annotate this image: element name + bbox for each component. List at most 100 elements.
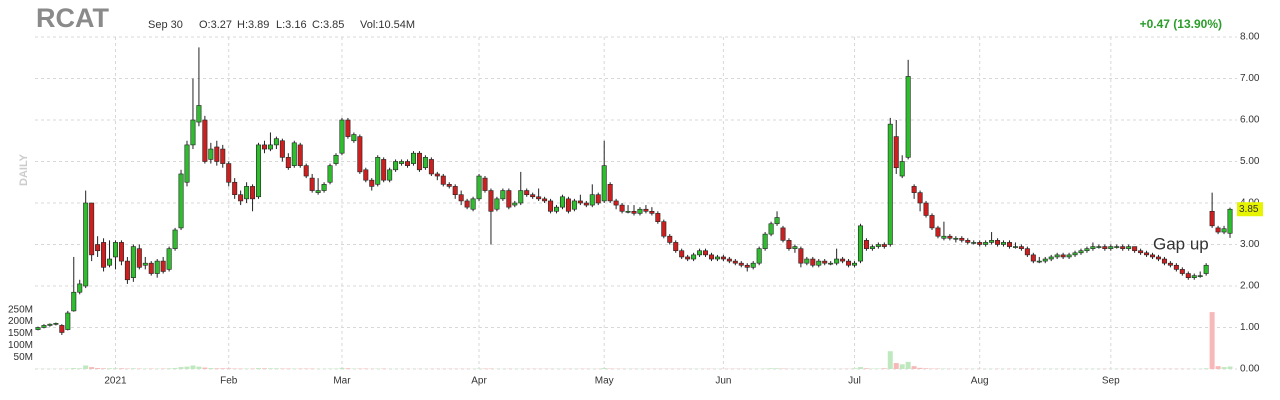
candle-body bbox=[554, 206, 560, 212]
candle-body bbox=[124, 260, 130, 281]
candle-body bbox=[416, 152, 422, 171]
candle-body bbox=[1114, 246, 1120, 248]
candle-body bbox=[77, 283, 83, 293]
candle-body bbox=[625, 211, 631, 213]
candle-body bbox=[1042, 258, 1048, 262]
candle-body bbox=[804, 258, 810, 264]
volume-bar bbox=[339, 367, 345, 369]
candle-body bbox=[375, 157, 381, 185]
volume-bar bbox=[1203, 368, 1209, 369]
candle-body bbox=[822, 260, 828, 264]
volume-bar bbox=[905, 361, 911, 369]
ticker: RCAT bbox=[36, 3, 109, 33]
candle-body bbox=[631, 211, 637, 214]
candle-body bbox=[190, 119, 196, 146]
candle-body bbox=[107, 258, 113, 266]
candle-body bbox=[691, 254, 697, 260]
candle-body bbox=[857, 225, 863, 262]
volume-bar bbox=[261, 368, 267, 369]
candle-body bbox=[1006, 242, 1012, 247]
candle-body bbox=[405, 161, 411, 166]
volume-tick-label: 200M bbox=[8, 316, 33, 327]
grid bbox=[35, 36, 1237, 370]
candle-body bbox=[971, 242, 977, 244]
candle-body bbox=[1155, 256, 1161, 260]
candle-body bbox=[89, 202, 95, 256]
candle-body bbox=[649, 211, 655, 214]
low: L:3.16 bbox=[276, 19, 307, 31]
candle-body bbox=[178, 173, 184, 229]
candle-body bbox=[285, 157, 291, 169]
candle-body bbox=[65, 312, 71, 330]
volume-bar bbox=[911, 366, 917, 369]
candle-body bbox=[273, 138, 279, 146]
candle-body bbox=[923, 202, 929, 216]
candle-body bbox=[774, 217, 780, 225]
candle-body bbox=[989, 240, 995, 243]
candle-body bbox=[1048, 256, 1054, 260]
y-tick-label: 8.00 bbox=[1240, 32, 1260, 43]
candle-body bbox=[381, 159, 387, 181]
candle-body bbox=[548, 200, 554, 212]
candle-body bbox=[512, 202, 518, 206]
candle-body bbox=[893, 136, 899, 169]
candle-body bbox=[208, 148, 214, 160]
x-tick-label: Mar bbox=[333, 376, 351, 387]
candle-body bbox=[935, 227, 941, 237]
candle-body bbox=[780, 227, 786, 241]
x-tick-label: May bbox=[595, 376, 614, 387]
candle-body bbox=[279, 140, 285, 158]
candle-body bbox=[1096, 246, 1102, 248]
candle-body bbox=[542, 198, 548, 202]
labels: 0.001.002.003.004.005.006.007.008.0050M1… bbox=[8, 32, 1263, 387]
candle-body bbox=[470, 198, 476, 210]
candle-body bbox=[1179, 269, 1185, 274]
volume-bar bbox=[601, 368, 607, 369]
volume-bar bbox=[923, 368, 929, 369]
candle-body bbox=[118, 242, 124, 262]
candle-body bbox=[530, 194, 536, 198]
candle-body bbox=[983, 242, 989, 245]
candle-body bbox=[434, 173, 440, 177]
candle-body bbox=[250, 186, 256, 200]
x-tick-label: Jun bbox=[715, 376, 731, 387]
candle-body bbox=[1108, 246, 1114, 249]
candle-body bbox=[196, 105, 202, 123]
volume-bar bbox=[863, 368, 869, 369]
candle-body bbox=[1221, 228, 1227, 233]
candle-body bbox=[232, 181, 238, 195]
candle-body bbox=[1090, 246, 1096, 249]
candle-body bbox=[1191, 275, 1197, 278]
candle-body bbox=[500, 190, 506, 200]
volume: Vol:10.54M bbox=[360, 19, 415, 31]
candle-body bbox=[571, 200, 577, 210]
volume-bar bbox=[1227, 366, 1233, 369]
candle-body bbox=[941, 235, 947, 239]
volume-bar bbox=[917, 367, 923, 369]
candle-body bbox=[458, 194, 464, 202]
candle-body bbox=[750, 262, 756, 268]
candle-body bbox=[238, 194, 244, 202]
volume-bar bbox=[852, 368, 858, 369]
y-tick-label: 7.00 bbox=[1240, 73, 1260, 84]
volume-bar bbox=[196, 366, 202, 369]
volume-bar bbox=[214, 368, 220, 369]
volume-bar bbox=[178, 367, 184, 369]
candle-body bbox=[148, 262, 154, 274]
candle-body bbox=[1120, 246, 1126, 249]
candle-body bbox=[101, 242, 107, 268]
candle-body bbox=[1132, 246, 1138, 252]
candle-body bbox=[762, 233, 768, 249]
volume-bar bbox=[226, 368, 232, 369]
volume-bar bbox=[887, 351, 893, 369]
candle-body bbox=[905, 76, 911, 158]
candle-body bbox=[393, 161, 399, 171]
candle-body bbox=[506, 190, 512, 208]
candle-body bbox=[1001, 242, 1007, 245]
candle-body bbox=[977, 242, 983, 245]
y-tick-label: 5.00 bbox=[1240, 156, 1260, 167]
candle-body bbox=[1102, 246, 1108, 249]
candle-body bbox=[810, 258, 816, 266]
volume-bar bbox=[899, 364, 905, 369]
open: O:3.27 bbox=[199, 19, 232, 31]
